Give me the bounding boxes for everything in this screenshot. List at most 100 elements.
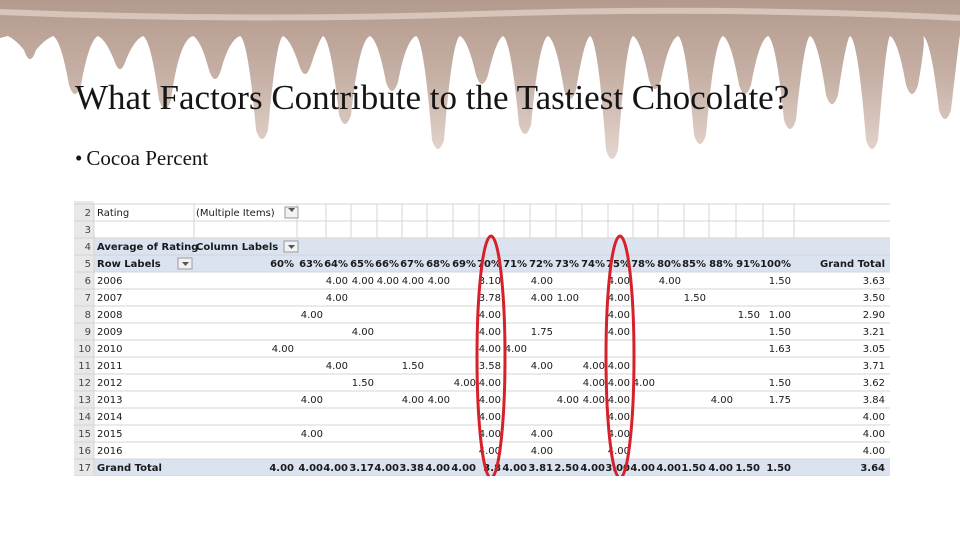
chocolate-drip-banner bbox=[0, 0, 960, 159]
table-cell: 4.00 bbox=[608, 412, 630, 423]
table-cell: 3.50 bbox=[863, 293, 885, 304]
table-cell: 4.00 bbox=[583, 378, 605, 389]
grand-total-cell: 3.00 bbox=[605, 463, 630, 474]
table-cell: 4.00 bbox=[583, 361, 605, 372]
grand-total-cell: 4.00 bbox=[708, 463, 733, 474]
table-cell: 4.00 bbox=[479, 429, 501, 440]
table-cell: 4.00 bbox=[326, 293, 348, 304]
table-cell: 1.50 bbox=[352, 378, 374, 389]
grand-total-cell: 4.00 bbox=[374, 463, 399, 474]
row-label: 2011 bbox=[97, 361, 122, 372]
column-header: 71% bbox=[503, 259, 527, 270]
column-header: 78% bbox=[631, 259, 655, 270]
row-number: 14 bbox=[78, 412, 91, 423]
filter-dropdown-button bbox=[284, 206, 299, 219]
grand-total-cell: 3.81 bbox=[528, 463, 553, 474]
column-header: 91% bbox=[736, 259, 760, 270]
column-header: 63% bbox=[299, 259, 323, 270]
table-cell: 4.00 bbox=[301, 310, 323, 321]
table-cell: 1.63 bbox=[769, 344, 791, 355]
grand-total-cell: 1.50 bbox=[681, 463, 706, 474]
table-cell: 4.00 bbox=[428, 395, 450, 406]
table-cell: 1.00 bbox=[557, 293, 579, 304]
table-cell: 1.50 bbox=[402, 361, 424, 372]
column-header: 60% bbox=[270, 259, 294, 270]
row-labels-header: Row Labels bbox=[97, 259, 161, 270]
column-header: 73% bbox=[555, 259, 579, 270]
table-cell: 4.00 bbox=[608, 310, 630, 321]
table-cell: 4.00 bbox=[301, 429, 323, 440]
table-cell: 4.00 bbox=[633, 378, 655, 389]
table-cell: 1.50 bbox=[769, 378, 791, 389]
table-cell: 3.21 bbox=[863, 327, 885, 338]
table-cell: 4.00 bbox=[608, 395, 630, 406]
table-cell: 1.50 bbox=[769, 327, 791, 338]
table-cell: 1.75 bbox=[531, 327, 553, 338]
grand-total-cell: 3.8 bbox=[483, 463, 501, 474]
row-number: 11 bbox=[78, 361, 91, 372]
table-cell: 4.00 bbox=[531, 276, 553, 287]
row-number: 17 bbox=[78, 463, 91, 474]
column-header: 65% bbox=[350, 259, 374, 270]
row-number-gutter bbox=[74, 201, 94, 476]
table-cell: 3.10 bbox=[479, 276, 501, 287]
table-cell: 4.00 bbox=[377, 276, 399, 287]
table-cell: 4.00 bbox=[326, 361, 348, 372]
table-cell: 4.00 bbox=[608, 293, 630, 304]
table-cell: 3.84 bbox=[863, 395, 885, 406]
grand-total-cell: 4.00 bbox=[451, 463, 476, 474]
table-cell: 4.00 bbox=[531, 293, 553, 304]
column-header: 67% bbox=[400, 259, 424, 270]
table-cell: 4.00 bbox=[352, 276, 374, 287]
filter-value: (Multiple Items) bbox=[196, 208, 275, 219]
table-cell: 4.00 bbox=[479, 344, 501, 355]
table-cell: 1.50 bbox=[738, 310, 760, 321]
table-cell: 4.00 bbox=[711, 395, 733, 406]
grand-total-cell: 3.17 bbox=[349, 463, 374, 474]
table-cell: 4.00 bbox=[479, 310, 501, 321]
table-cell: 4.00 bbox=[531, 361, 553, 372]
table-cell: 4.00 bbox=[608, 446, 630, 457]
table-cell: 4.00 bbox=[505, 344, 527, 355]
grand-total-cell: 4.00 bbox=[269, 463, 294, 474]
table-cell: 4.00 bbox=[479, 412, 501, 423]
grand-total-cell: 4.00 bbox=[656, 463, 681, 474]
table-cell: 3.63 bbox=[863, 276, 885, 287]
highlight-oval bbox=[475, 234, 507, 476]
row-label: 2014 bbox=[97, 412, 122, 423]
column-labels-header: Column Labels bbox=[196, 242, 278, 253]
row-label: 2010 bbox=[97, 344, 122, 355]
table-cell: 4.00 bbox=[583, 395, 605, 406]
table-cell: 4.00 bbox=[863, 446, 885, 457]
row-number: 6 bbox=[85, 276, 91, 287]
filter-icon bbox=[288, 208, 295, 212]
bullet-item: • Cocoa Percent bbox=[75, 146, 208, 171]
table-cell: 4.00 bbox=[608, 378, 630, 389]
row-number: 2 bbox=[85, 208, 91, 219]
table-cell: 4.00 bbox=[608, 429, 630, 440]
table-cell: 4.00 bbox=[402, 276, 424, 287]
drip-highlight bbox=[0, 7, 960, 21]
table-cell: 3.62 bbox=[863, 378, 885, 389]
table-cell: 2.90 bbox=[863, 310, 885, 321]
table-cell: 4.00 bbox=[659, 276, 681, 287]
column-header: 70% bbox=[477, 259, 501, 270]
bullet-dot-icon: • bbox=[75, 146, 83, 170]
row-label: 2008 bbox=[97, 310, 122, 321]
highlight-oval bbox=[604, 234, 636, 476]
bullet-text: Cocoa Percent bbox=[86, 146, 209, 170]
table-cell: 4.00 bbox=[863, 429, 885, 440]
row-number: 3 bbox=[85, 225, 91, 236]
grand-total-cell: 4.00 bbox=[425, 463, 450, 474]
table-cell: 4.00 bbox=[531, 429, 553, 440]
row-label: 2006 bbox=[97, 276, 122, 287]
table-cell: 4.00 bbox=[326, 276, 348, 287]
column-header: 80% bbox=[657, 259, 681, 270]
table-cell: 4.00 bbox=[402, 395, 424, 406]
grand-total-band bbox=[94, 459, 890, 476]
row-number: 12 bbox=[78, 378, 91, 389]
drip-shape bbox=[0, 0, 960, 159]
table-cell: 4.00 bbox=[531, 446, 553, 457]
grand-total-cell: 3.64 bbox=[860, 463, 885, 474]
column-header: 64% bbox=[324, 259, 348, 270]
